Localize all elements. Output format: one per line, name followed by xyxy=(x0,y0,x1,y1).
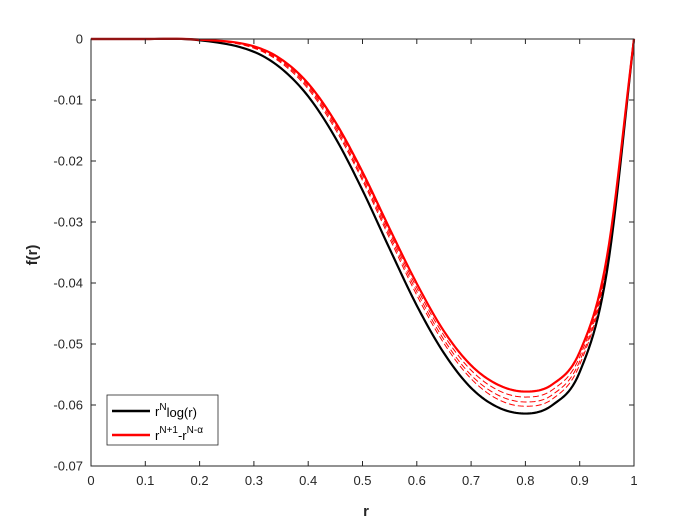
y-axis: 0 -0.01 -0.02 -0.03 -0.04 -0.05 -0.06 -0.07 xyxy=(53,32,634,474)
y-tick-label: -0.02 xyxy=(53,154,83,169)
series-line-1 xyxy=(91,37,636,393)
series-line-0 xyxy=(91,37,636,415)
x-tick-label: 0 xyxy=(87,473,94,488)
x-tick-label: 0.1 xyxy=(136,473,154,488)
legend-entry-1-base: r xyxy=(155,404,160,419)
legend-box xyxy=(106,394,219,446)
series-line-4 xyxy=(91,38,635,407)
legend-entry-1-sup: N xyxy=(159,402,166,413)
x-tick-label: 0.5 xyxy=(353,473,371,488)
x-axis-title: r xyxy=(363,503,369,520)
x-tick-label: 0.3 xyxy=(245,473,263,488)
legend-entry-2-sup2: N-α xyxy=(187,425,204,436)
curves-layer xyxy=(91,37,636,415)
x-tick-label: 0.9 xyxy=(571,473,589,488)
x-tick-label: 0.2 xyxy=(191,473,209,488)
legend-entry-2-mid: -r xyxy=(178,428,187,443)
legend-entry-1: rNlog(r) xyxy=(155,402,197,420)
x-axis: 0 0.1 0.2 0.3 0.4 0.5 0.6 0.7 0.8 0.9 1 xyxy=(87,39,638,488)
y-tick-label: -0.07 xyxy=(53,459,83,474)
y-tick-label: -0.05 xyxy=(53,337,83,352)
x-tick-label: 0.7 xyxy=(462,473,480,488)
legend-entry-2: rN+1-rN-α xyxy=(155,425,203,443)
x-tick-label: 0.8 xyxy=(516,473,534,488)
x-tick-label: 0.4 xyxy=(299,473,317,488)
y-tick-label: -0.03 xyxy=(53,215,83,230)
y-axis-title: f(r) xyxy=(24,245,41,266)
legend-entry-1-tail: log(r) xyxy=(167,405,197,420)
x-tick-label: 1 xyxy=(630,473,637,488)
x-tick-label: 0.6 xyxy=(408,473,426,488)
legend-entry-2-sup: N+1 xyxy=(159,425,178,436)
legend-entry-2-base: r xyxy=(155,428,160,443)
y-tick-label: -0.04 xyxy=(53,276,83,291)
y-tick-label: -0.01 xyxy=(53,93,83,108)
y-tick-label: 0 xyxy=(76,32,83,47)
y-tick-label: -0.06 xyxy=(53,398,83,413)
legend: rNlog(r) rN+1-rN-α xyxy=(106,394,219,446)
